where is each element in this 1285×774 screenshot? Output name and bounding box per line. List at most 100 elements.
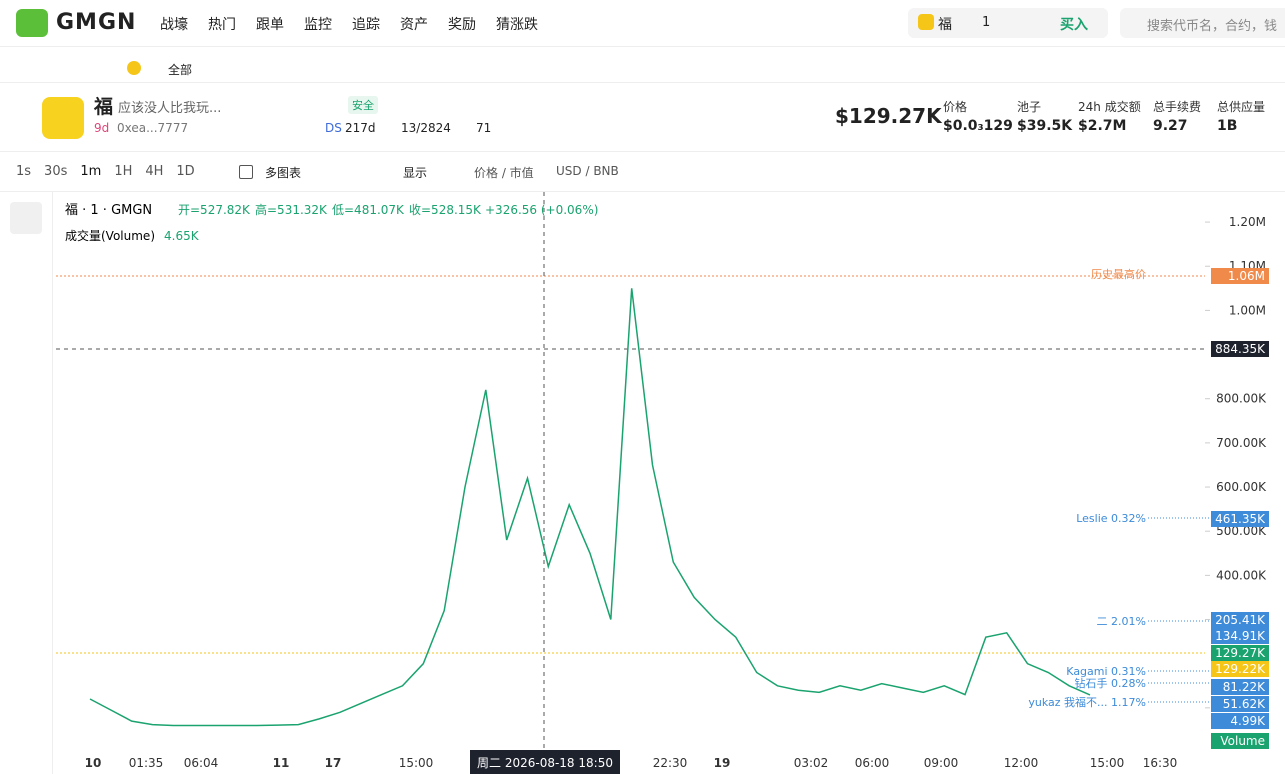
views: 71 xyxy=(476,121,492,135)
interval[interactable]: 30s xyxy=(44,164,68,179)
price-label: 81.22K xyxy=(1223,680,1266,694)
menu-item[interactable]: 热门 xyxy=(208,17,236,33)
x-tick-label: 06:00 xyxy=(855,756,890,770)
buy-button[interactable]: 买入 xyxy=(1060,17,1088,33)
x-tick-label: 19 xyxy=(714,756,731,770)
interval[interactable]: 1D xyxy=(176,164,195,179)
stat-label: 价格 xyxy=(943,100,968,114)
price-label-box xyxy=(1211,511,1269,527)
logo-icon xyxy=(16,9,48,37)
volume-label: 成交量(Volume) xyxy=(65,228,155,243)
wallet[interactable]: 1 xyxy=(982,15,991,30)
x-tick-label: 15:00 xyxy=(1090,756,1125,770)
interval[interactable]: 1m xyxy=(80,164,102,179)
y-tick-label: 800.00K xyxy=(1216,392,1267,406)
price-label: 134.91K xyxy=(1215,629,1266,643)
chart-toolbar: 1s 30s 1m 1H 4H 1D 多图表 显示 价格 / 市值 USD / BNB xyxy=(0,152,1285,192)
crosshair-time-box xyxy=(470,750,620,774)
menu-item[interactable]: 奖励 xyxy=(448,17,476,33)
x-tick-label: 10 xyxy=(85,756,102,770)
stat-label: 池子 xyxy=(1017,100,1042,114)
price-label: 205.41K xyxy=(1215,613,1266,627)
search-placeholder: 搜索代币名，合约，钱 xyxy=(1147,19,1278,34)
menu-item[interactable]: 猜涨跌 xyxy=(496,17,538,33)
token-chip[interactable]: 福 xyxy=(938,17,952,33)
x-tick-label: 06:04 xyxy=(184,756,219,770)
ds-age: 217d xyxy=(345,121,376,135)
multi-chart[interactable]: 多图表 xyxy=(265,166,302,180)
price-label: 129.27K xyxy=(1215,646,1266,660)
price-label-box xyxy=(1211,645,1269,661)
price-label-box xyxy=(1211,696,1269,712)
volume-value: 4.65K xyxy=(164,229,200,243)
ohlc-value: 高=531.32K xyxy=(255,202,328,217)
ohlc-change: +326.56 (+0.06%) xyxy=(485,203,598,217)
chain-icon xyxy=(127,61,141,75)
crosshair-time: 周二 2026-08-18 18:50 xyxy=(477,756,613,770)
x-tick-label: 16:30 xyxy=(1143,756,1178,770)
annotation: 二 2.01% xyxy=(1097,615,1146,628)
stat-value: $2.7M xyxy=(1078,118,1127,134)
price-label-box xyxy=(1211,341,1269,357)
interval[interactable]: 4H xyxy=(145,164,164,179)
y-tick-label: 400.00K xyxy=(1216,568,1267,582)
price-label-box xyxy=(1211,628,1269,644)
token-symbol: 福 xyxy=(94,96,114,118)
menu-item[interactable]: 跟单 xyxy=(256,17,284,33)
price-label: 129.22K xyxy=(1215,662,1266,676)
x-tick-label: 15:00 xyxy=(399,756,434,770)
intervals: 1s 30s 1m 1H 4H 1D xyxy=(16,164,208,179)
x-tick-label: 22:30 xyxy=(653,756,688,770)
price-label-box xyxy=(1211,661,1269,677)
menu-item[interactable]: 监控 xyxy=(304,17,332,33)
y-tick-label: 700.00K xyxy=(1216,436,1267,450)
ohlc-value: 收=528.15K xyxy=(409,203,482,217)
menu-item[interactable]: 追踪 xyxy=(352,17,380,33)
x-tick-label: 12:00 xyxy=(1004,756,1039,770)
y-tick-label: 1.20M xyxy=(1229,215,1266,229)
price-label: 1.06M xyxy=(1228,269,1265,283)
annotation: yukaz 我福不... 1.17% xyxy=(1028,695,1146,709)
menu: 战壕 热门 跟单 监控 追踪 资产 奖励 猜涨跌 xyxy=(160,14,558,34)
menu-item[interactable]: 战壕 xyxy=(160,17,188,33)
display[interactable]: 显示 xyxy=(403,166,428,180)
x-tick-label: 11 xyxy=(273,756,290,770)
price-label: Volume xyxy=(1220,734,1265,748)
price-chart: 福 · 1 · GMGN 成交量(Volume) 4.65K +326.56 (… xyxy=(56,192,1269,774)
y-tick-label: 1.00M xyxy=(1229,303,1266,317)
annotation: 钻石手 0.28% xyxy=(1075,676,1146,690)
price-mcap[interactable]: 价格 / 市值 xyxy=(474,166,534,180)
x-tick-label: 01:35 xyxy=(129,756,164,770)
token-address[interactable]: 0xea...7777 xyxy=(117,121,189,135)
stat-label: 24h 成交额 xyxy=(1078,100,1141,114)
ds-label: DS xyxy=(325,121,342,135)
nav-bar: GMGN 战壕 热门 跟单 监控 追踪 资产 奖励 猜涨跌 福 1 买入 搜索代币名，合约，钱 xyxy=(0,0,1285,47)
search-box[interactable]: 搜索代币名，合约，钱 xyxy=(1120,8,1285,38)
filter-all[interactable]: 全部 xyxy=(168,63,193,77)
safe-badge: 安全 xyxy=(348,96,378,114)
currency[interactable]: USD / BNB xyxy=(556,164,619,178)
x-tick-label: 09:00 xyxy=(924,756,959,770)
y-tick-label: 600.00K xyxy=(1216,480,1267,494)
token-avatar xyxy=(42,97,84,139)
checkbox[interactable] xyxy=(239,165,253,179)
menu-item[interactable]: 资产 xyxy=(400,17,428,33)
price-label: 884.35K xyxy=(1215,342,1266,356)
annotation: Kagami 0.31% xyxy=(1066,665,1146,678)
chip-icon xyxy=(918,14,934,30)
token-chip-box: 福 1 买入 xyxy=(908,8,1108,38)
token-header: 福 应该没人比我玩... 安全 9d 0xea...7777 DS 217d 1… xyxy=(0,83,1285,152)
stat-value: 1B xyxy=(1217,118,1238,134)
logo[interactable]: GMGN xyxy=(56,10,137,35)
price-line xyxy=(89,288,1091,727)
interval[interactable]: 1s xyxy=(16,164,32,179)
annotation: 历史最高价 xyxy=(1091,267,1146,281)
annotation: Leslie 0.32% xyxy=(1076,512,1146,525)
interval[interactable]: 1H xyxy=(114,164,133,179)
tool-cursor[interactable] xyxy=(10,202,42,234)
price-label: 4.99K xyxy=(1230,714,1266,728)
token-age: 9d xyxy=(94,121,110,135)
ohlc-value: 低=481.07K xyxy=(332,203,405,217)
price-label: 51.62K xyxy=(1223,697,1266,711)
